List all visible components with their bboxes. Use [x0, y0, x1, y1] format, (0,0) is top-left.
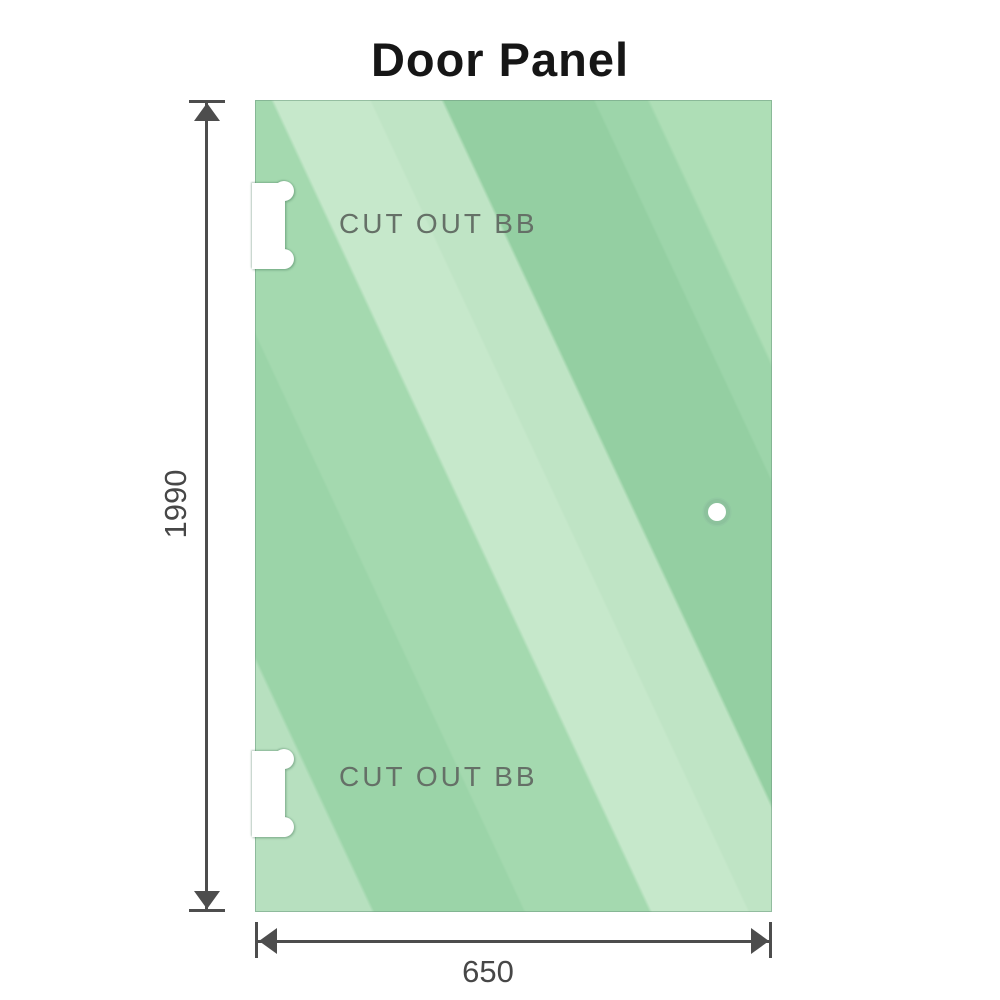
width-dim-cap-right [769, 922, 772, 958]
height-dim-line [205, 102, 208, 910]
arrowhead-down-icon [194, 891, 220, 909]
height-dim-cap-bottom [189, 909, 225, 912]
handle-hole-icon [708, 503, 726, 521]
height-dim-label: 1990 [158, 469, 193, 539]
cutout-label-bottom: CUT OUT BB [339, 761, 538, 792]
page-title: Door Panel [370, 33, 630, 86]
width-dim-line [258, 940, 770, 943]
arrowhead-up-icon [194, 103, 220, 121]
arrowhead-left-icon [259, 928, 277, 954]
cutout-label-top: CUT OUT BB [339, 208, 538, 239]
width-dim-cap-left [255, 922, 258, 958]
hinge-cutout-bottom-icon [252, 749, 294, 837]
hinge-cutout-top-icon [252, 181, 294, 269]
arrowhead-right-icon [751, 928, 769, 954]
glass-panel [255, 100, 772, 912]
height-dim-cap-top [189, 100, 225, 103]
width-dim-label: 650 [462, 954, 514, 989]
